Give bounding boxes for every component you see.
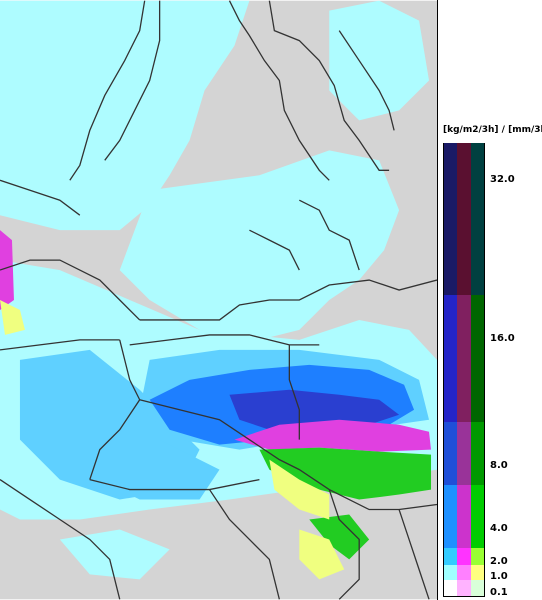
precip-light-area bbox=[0, 0, 250, 231]
precip-dark-blue-area bbox=[229, 389, 400, 430]
legend-band bbox=[457, 422, 471, 485]
legend-band bbox=[457, 485, 471, 548]
legend-band bbox=[470, 548, 485, 565]
legend-band bbox=[470, 143, 485, 295]
legend-band bbox=[470, 580, 485, 596]
country-borders bbox=[0, 0, 437, 600]
legend-band bbox=[444, 143, 458, 295]
legend-title: [kg/m2/3h] / [mm/3h] bbox=[443, 125, 542, 135]
legend-band bbox=[470, 565, 485, 580]
precip-yellow-area-3 bbox=[0, 300, 25, 335]
legend-tick-4: 4.0 bbox=[490, 523, 508, 534]
precip-green-area-2 bbox=[309, 514, 370, 560]
legend-band bbox=[457, 565, 471, 580]
legend-tick-32: 32.0 bbox=[490, 174, 515, 185]
legend-color-bar bbox=[443, 143, 485, 597]
legend-tick-2: 2.0 bbox=[490, 556, 508, 567]
legend-band bbox=[444, 422, 458, 485]
precipitation-map bbox=[0, 0, 438, 600]
precip-magenta-area bbox=[234, 419, 432, 452]
legend-band bbox=[444, 565, 458, 580]
legend-band bbox=[470, 422, 485, 485]
legend-band bbox=[470, 295, 485, 422]
legend-tick-16: 16.0 bbox=[490, 333, 515, 344]
legend-band bbox=[470, 485, 485, 548]
precip-light-area-east bbox=[119, 150, 400, 340]
legend-tick-0-1: 0.1 bbox=[490, 587, 508, 598]
legend-tick-1: 1.0 bbox=[490, 571, 508, 582]
precip-magenta-area-west bbox=[0, 230, 14, 310]
legend-band bbox=[444, 485, 458, 548]
legend-band bbox=[444, 295, 458, 422]
legend-band bbox=[457, 143, 471, 295]
precip-yellow-area-2 bbox=[299, 529, 345, 580]
precip-light-area-south bbox=[59, 529, 170, 580]
precip-light-area-finland bbox=[329, 0, 430, 121]
legend-band bbox=[457, 548, 471, 565]
legend-band bbox=[457, 580, 471, 596]
precip-yellow-area bbox=[269, 459, 330, 520]
legend-tick-8: 8.0 bbox=[490, 460, 508, 471]
legend-band bbox=[444, 580, 458, 596]
legend-band bbox=[444, 548, 458, 565]
legend-band bbox=[457, 295, 471, 422]
precip-green-area bbox=[259, 447, 432, 500]
precip-sky-area-3 bbox=[89, 439, 220, 500]
